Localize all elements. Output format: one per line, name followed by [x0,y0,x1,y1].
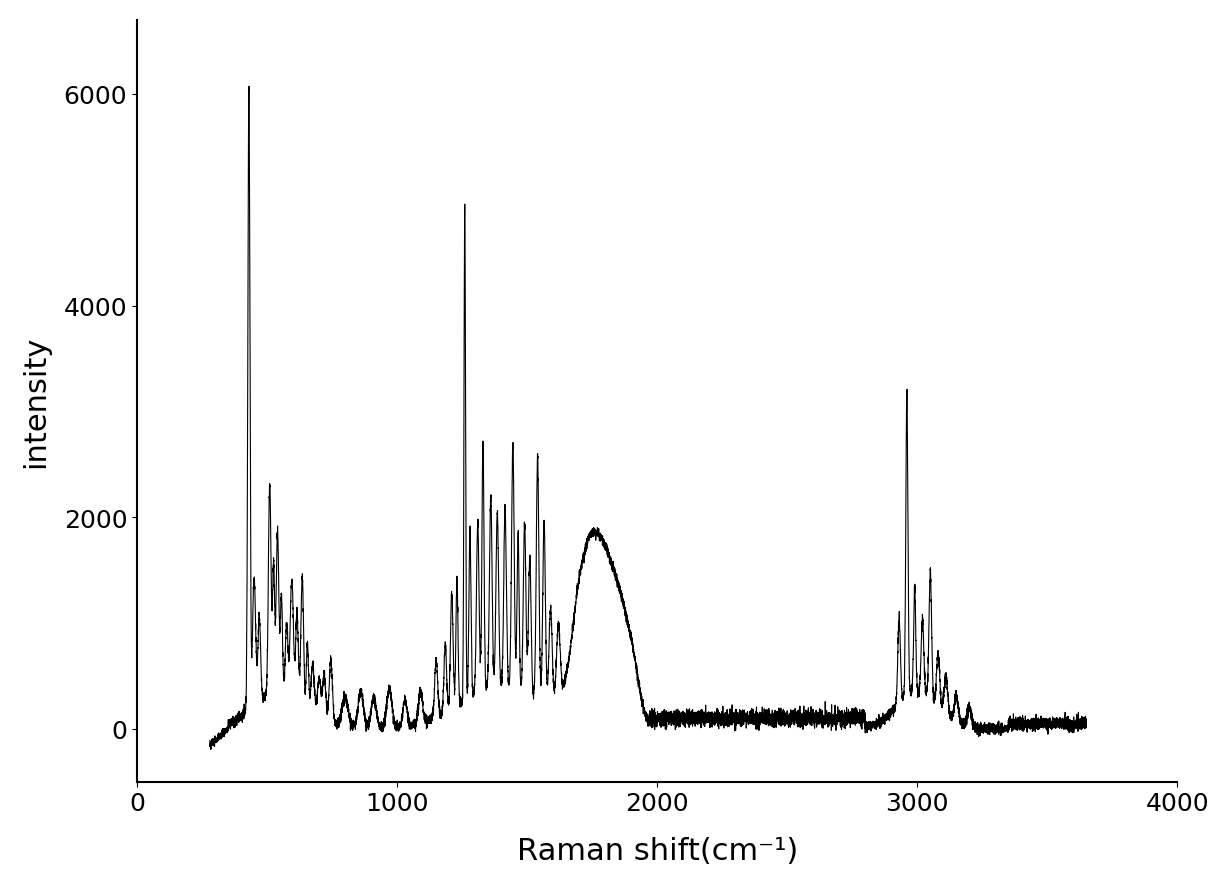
X-axis label: Raman shift(cm⁻¹): Raman shift(cm⁻¹) [517,836,798,866]
Y-axis label: intensity: intensity [21,335,50,468]
